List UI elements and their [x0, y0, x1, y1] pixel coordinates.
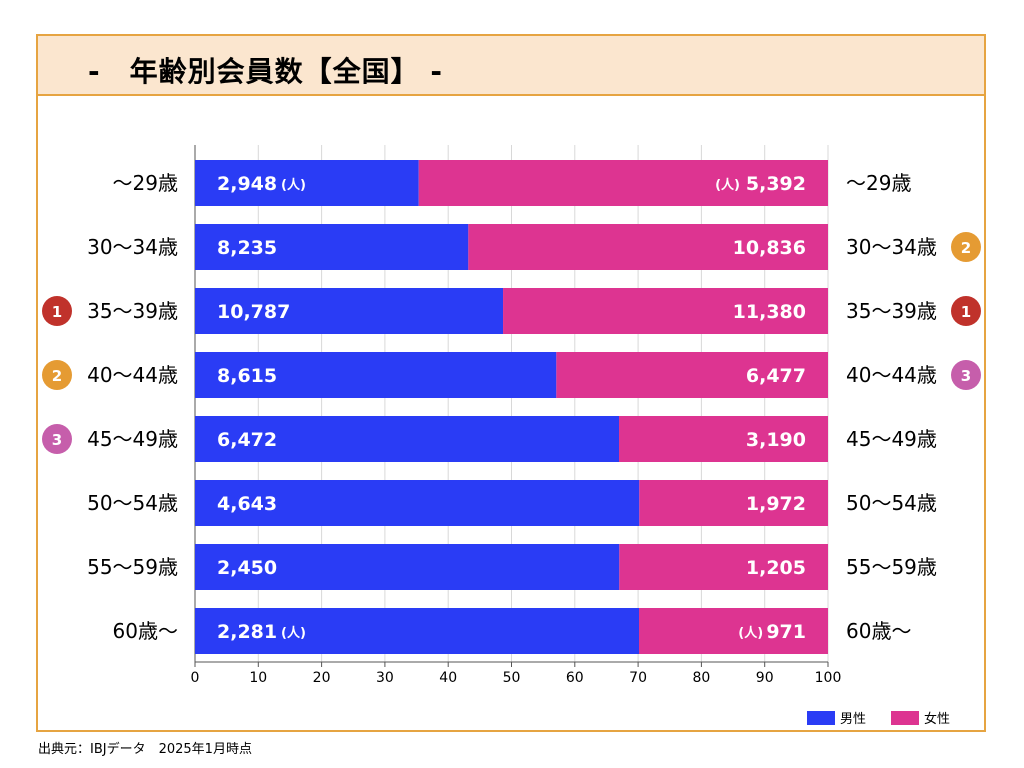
female-value-label: 11,380: [733, 301, 806, 323]
category-label-right: 35～39歳: [846, 299, 937, 323]
category-label-right: 50～54歳: [846, 491, 937, 515]
bar-female: [468, 224, 828, 270]
female-value-label: 971: [766, 621, 806, 643]
rank-badge-left: [42, 360, 72, 390]
male-value-label: 8,235: [217, 237, 277, 259]
category-label-right: 40～44歳: [846, 363, 937, 387]
bar-male: [195, 480, 640, 526]
rank-badge-left: [42, 296, 72, 326]
x-tick-label: 80: [692, 670, 710, 686]
rank-badge-right-number: 1: [961, 303, 971, 321]
category-label-left: 30～34歳: [87, 235, 178, 259]
category-label-left: ～29歳: [113, 171, 178, 195]
x-tick-label: 100: [815, 670, 842, 686]
legend-label-male: 男性: [840, 712, 866, 727]
female-value-label: 1,972: [746, 493, 806, 515]
category-label-left: 35～39歳: [87, 299, 178, 323]
x-tick-label: 40: [439, 670, 457, 686]
female-value-label: 1,205: [746, 557, 806, 579]
title-bar: - 年齢別会員数【全国】 -: [38, 36, 984, 96]
bar-female: [556, 352, 828, 398]
male-value-label: 2,281: [217, 621, 277, 643]
category-label-left: 40～44歳: [87, 363, 178, 387]
x-tick-label: 90: [756, 670, 774, 686]
category-label-left: 45～49歳: [87, 427, 178, 451]
category-label-right: 55～59歳: [846, 555, 937, 579]
bar-female: [503, 288, 828, 334]
bar-female: [639, 480, 828, 526]
female-unit-label: (人): [715, 177, 740, 193]
category-label-right: 30～34歳: [846, 235, 937, 259]
rank-badge-right: [951, 296, 981, 326]
x-tick-label: 10: [249, 670, 267, 686]
rank-badge-right: [951, 232, 981, 262]
male-value-label: 4,643: [217, 493, 277, 515]
chart-title: - 年齢別会員数【全国】 -: [88, 55, 443, 88]
female-value-label: 3,190: [746, 429, 806, 451]
male-value-label: 6,472: [217, 429, 277, 451]
rank-badge-left: [42, 424, 72, 454]
category-label-left: 50～54歳: [87, 491, 178, 515]
female-value-label: 6,477: [746, 365, 806, 387]
male-value-label: 2,450: [217, 557, 277, 579]
female-value-label: 5,392: [746, 173, 806, 195]
source-note: 出典元：IBJデータ 2025年1月時点: [38, 742, 252, 757]
bar-male: [195, 608, 639, 654]
bar-male: [195, 352, 557, 398]
bar-female: [619, 544, 828, 590]
bar-female: [418, 160, 828, 206]
legend-label-female: 女性: [924, 711, 950, 727]
bar-male: [195, 160, 419, 206]
category-label-left: 60歳～: [113, 619, 178, 643]
rank-badge-right-number: 2: [961, 239, 971, 257]
legend-swatch-male: [807, 711, 835, 725]
legend-swatch-female: [891, 711, 919, 725]
male-value-label: 2,948: [217, 173, 277, 195]
x-tick-label: 50: [503, 670, 521, 686]
bar-male: [195, 416, 620, 462]
x-tick-label: 70: [629, 670, 647, 686]
rank-badge-left-number: 1: [52, 303, 62, 321]
x-tick-label: 20: [313, 670, 331, 686]
category-label-right: 60歳～: [846, 619, 911, 643]
rank-badge-left-number: 3: [52, 431, 62, 449]
bar-female: [638, 608, 828, 654]
category-label-right: 45～49歳: [846, 427, 937, 451]
x-tick-label: 60: [566, 670, 584, 686]
bar-female: [619, 416, 828, 462]
male-unit-label: (人): [281, 625, 306, 641]
female-value-label: 10,836: [733, 237, 806, 259]
male-value-label: 10,787: [217, 301, 290, 323]
category-label-left: 55～59歳: [87, 555, 178, 579]
bar-male: [195, 544, 620, 590]
category-label-right: ～29歳: [846, 171, 911, 195]
bar-male: [195, 224, 469, 270]
rank-badge-right-number: 3: [961, 367, 971, 385]
male-unit-label: (人): [281, 177, 306, 193]
rank-badge-right: [951, 360, 981, 390]
x-tick-label: 30: [376, 670, 394, 686]
rank-badge-left-number: 2: [52, 367, 62, 385]
female-unit-label: (人): [738, 625, 763, 641]
x-tick-label: 0: [191, 670, 200, 686]
male-value-label: 8,615: [217, 365, 277, 387]
bar-male: [195, 288, 504, 334]
